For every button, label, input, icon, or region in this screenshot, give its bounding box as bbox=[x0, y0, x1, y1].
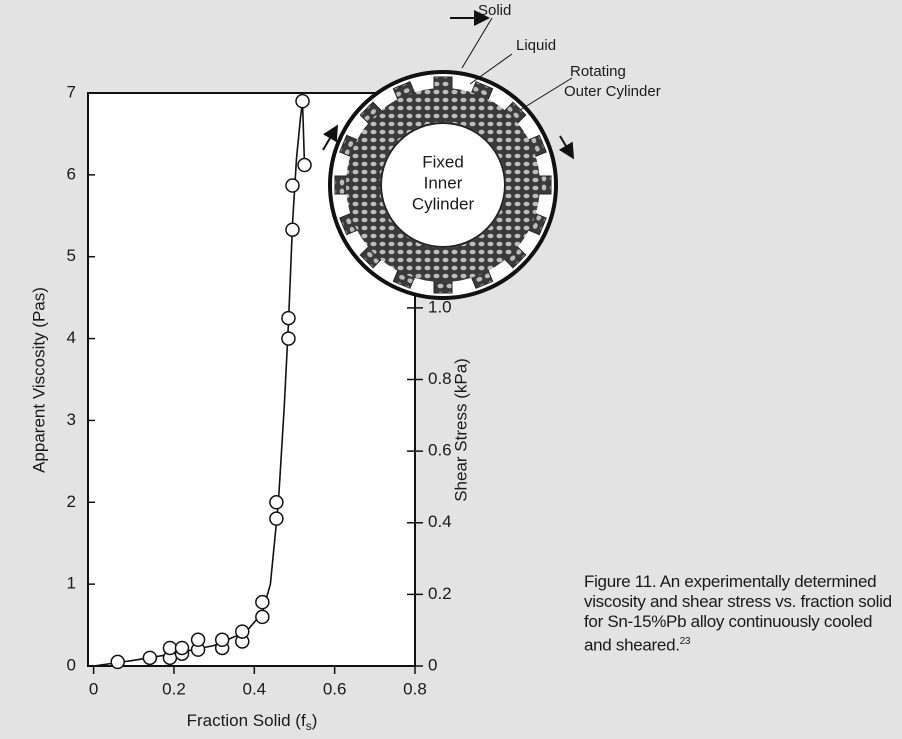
x-tick-label: 0.8 bbox=[403, 679, 427, 698]
data-point bbox=[255, 609, 270, 625]
arrow bbox=[558, 135, 575, 160]
y-axis-label: Apparent Viscosity (Pas) bbox=[29, 287, 48, 473]
inner-cylinder bbox=[380, 122, 506, 248]
x-axis-label-text: Fraction Solid (f bbox=[187, 711, 306, 730]
x-axis-label-end: ) bbox=[312, 711, 318, 730]
data-point bbox=[142, 650, 158, 666]
slurry-ring bbox=[346, 88, 540, 282]
x-tick-label: 0.4 bbox=[242, 679, 266, 698]
data-point bbox=[162, 640, 178, 656]
y2-tick-label: 0.2 bbox=[428, 584, 452, 603]
y-tick-label: 6 bbox=[67, 164, 76, 183]
data-point bbox=[297, 157, 312, 173]
x-tick-label: 0 bbox=[89, 679, 98, 698]
data-point bbox=[269, 495, 284, 510]
marks bbox=[93, 93, 312, 670]
y-tick-label: 1 bbox=[67, 574, 76, 593]
leader-line bbox=[519, 77, 573, 111]
x-tick-label: 0.2 bbox=[162, 679, 186, 698]
x-axis-label-sub: s bbox=[306, 719, 312, 733]
data-point bbox=[110, 654, 125, 670]
data-point bbox=[235, 624, 250, 639]
data-point bbox=[190, 632, 206, 648]
x-tick-label: 0.6 bbox=[323, 679, 347, 698]
data-point bbox=[285, 222, 300, 237]
data-point bbox=[174, 640, 190, 656]
y-tick-label: 7 bbox=[67, 82, 76, 101]
leader-line bbox=[469, 53, 513, 85]
y-tick-label: 0 bbox=[67, 655, 76, 674]
y-tick-label: 4 bbox=[67, 328, 76, 347]
caption: Figure 11. An experimentally determined … bbox=[584, 572, 896, 656]
y2-tick-label: 0.6 bbox=[428, 441, 452, 460]
inset-label: Cylinder bbox=[412, 194, 475, 213]
y2-tick-label: 0.4 bbox=[428, 512, 452, 531]
y2-tick-label: 0 bbox=[428, 655, 437, 674]
inset-label: Fixed bbox=[422, 152, 464, 171]
inset-label: Rotating bbox=[570, 63, 626, 80]
data-point bbox=[214, 632, 230, 648]
x-axis-label: Fraction Solid (fs) bbox=[187, 711, 318, 733]
caption-ref: 23 bbox=[679, 636, 691, 647]
y-tick-label: 3 bbox=[67, 410, 76, 429]
y2-tick-label: 0.8 bbox=[428, 369, 452, 388]
data-point bbox=[281, 310, 296, 326]
data-point bbox=[269, 511, 284, 526]
arrow bbox=[322, 124, 339, 151]
inset-diagram: Solid Liquid Rotating Outer Cylinder Fix… bbox=[322, 2, 661, 300]
data-point bbox=[285, 178, 300, 193]
inset-label: Liquid bbox=[516, 37, 556, 54]
leader-line bbox=[461, 17, 493, 69]
caption-text: Figure 11. An experimentally determined … bbox=[584, 572, 892, 655]
y2-axis-label: Shear Stress (kPa) bbox=[451, 358, 470, 502]
inset-label: Outer Cylinder bbox=[564, 83, 661, 100]
inset-label: Inner bbox=[424, 173, 463, 192]
data-point bbox=[281, 331, 296, 346]
data-point bbox=[295, 93, 310, 109]
y2-tick-label: 1.0 bbox=[428, 297, 452, 316]
inset-label: Solid bbox=[478, 2, 511, 19]
y-tick-label: 2 bbox=[67, 492, 76, 511]
y-tick-label: 5 bbox=[67, 246, 76, 265]
data-point bbox=[255, 594, 270, 610]
